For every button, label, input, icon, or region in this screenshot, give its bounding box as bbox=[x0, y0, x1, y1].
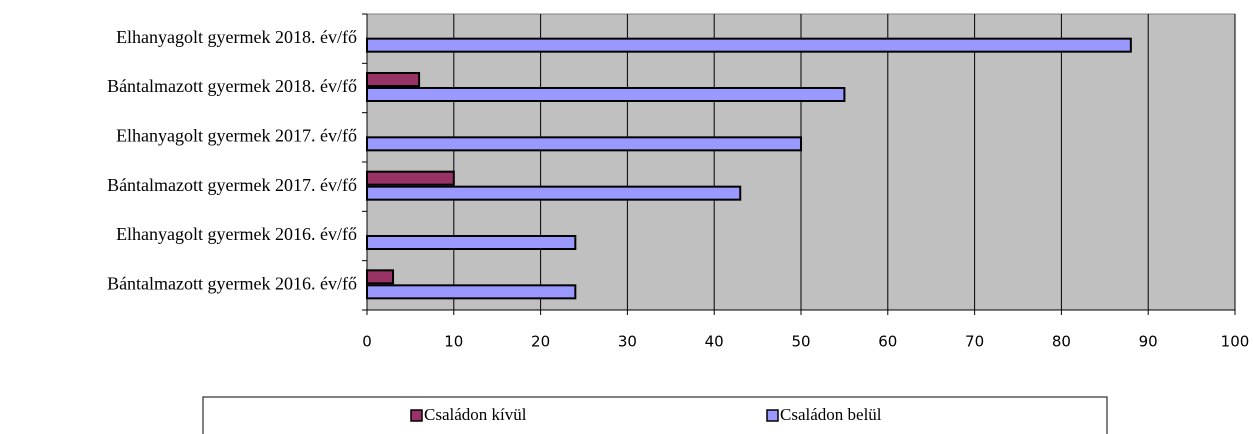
legend-label: Családon kívül bbox=[424, 405, 527, 424]
bar bbox=[366, 269, 395, 285]
bar bbox=[366, 170, 455, 186]
x-tick-label: 80 bbox=[1052, 333, 1071, 351]
x-tick-label: 70 bbox=[965, 333, 984, 351]
y-tick-label: Elhanyagolt gyermek 2018. év/fő bbox=[116, 27, 357, 47]
x-tick-label: 60 bbox=[878, 333, 897, 351]
y-tick-label: Bántalmazott gyermek 2017. év/fő bbox=[107, 175, 357, 195]
bar bbox=[366, 37, 1132, 53]
y-tick-label: Bántalmazott gyermek 2018. év/fő bbox=[107, 76, 357, 96]
legend-label: Családon belül bbox=[780, 405, 882, 424]
legend-swatch bbox=[766, 409, 779, 422]
x-tick-label: 40 bbox=[705, 333, 724, 351]
bar bbox=[366, 136, 802, 152]
bar bbox=[366, 235, 577, 250]
x-tick-label: 90 bbox=[1139, 333, 1158, 351]
x-tick-label: 100 bbox=[1221, 333, 1250, 351]
x-tick-label: 20 bbox=[531, 333, 550, 351]
x-tick-label: 0 bbox=[362, 333, 372, 351]
y-tick-label: Elhanyagolt gyermek 2017. év/fő bbox=[116, 125, 357, 145]
legend-swatch bbox=[410, 409, 423, 422]
bar bbox=[366, 87, 846, 102]
bar bbox=[366, 72, 421, 87]
bar bbox=[366, 284, 577, 300]
legend-box bbox=[202, 396, 1108, 434]
y-tick-label: Elhanyagolt gyermek 2016. év/fő bbox=[116, 224, 357, 244]
x-tick-label: 50 bbox=[791, 333, 810, 351]
bar bbox=[366, 185, 742, 201]
y-tick-label: Bántalmazott gyermek 2016. év/fő bbox=[107, 273, 357, 293]
x-tick-label: 30 bbox=[618, 333, 637, 351]
x-tick-label: 10 bbox=[444, 333, 463, 351]
